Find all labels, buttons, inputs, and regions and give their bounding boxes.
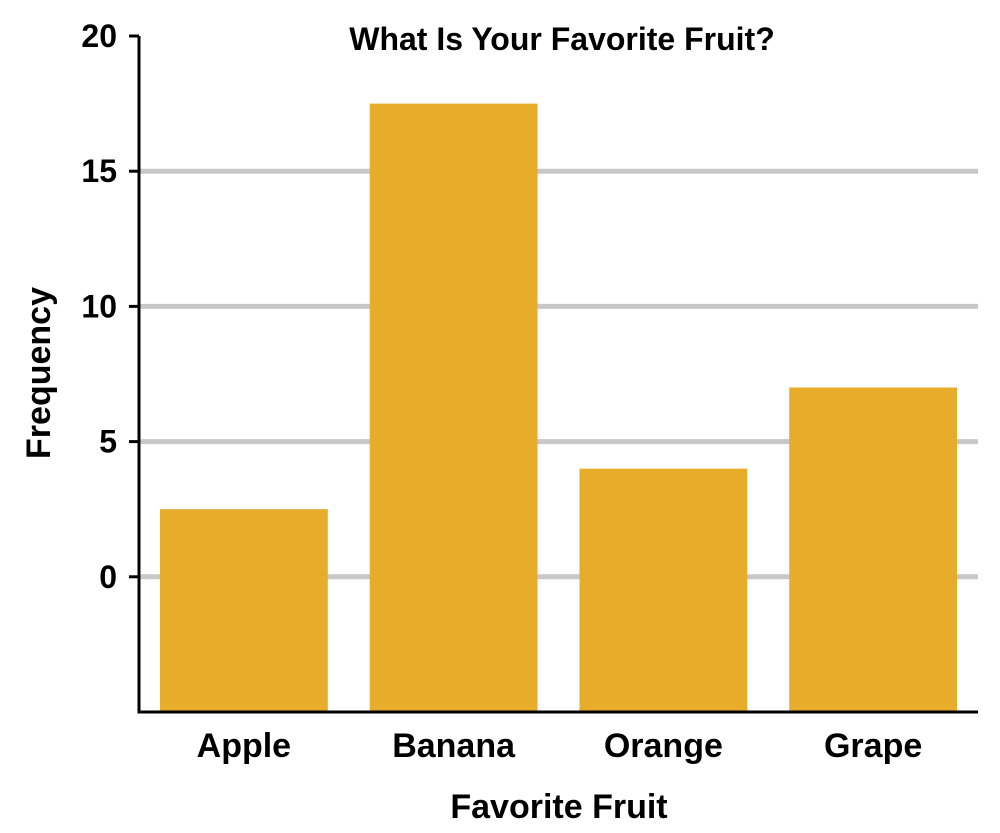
bars (159, 103, 958, 713)
x-axis-title: Favorite Fruit (450, 788, 667, 826)
x-category-label: Grape (824, 727, 922, 765)
bar-orange (579, 468, 748, 712)
y-tick-labels: 0 5 10 15 20 (81, 18, 139, 595)
x-category-label: Apple (197, 727, 291, 765)
y-tick-label: 0 (99, 559, 117, 595)
x-category-labels: Apple Banana Orange Grape (197, 727, 923, 765)
x-category-label: Orange (604, 727, 723, 765)
y-tick-label: 15 (81, 153, 117, 189)
y-tick-label: 10 (81, 288, 117, 324)
y-tick-label: 5 (99, 424, 117, 460)
axes (137, 36, 978, 714)
bar-grape (789, 387, 958, 712)
bar-banana (369, 103, 538, 713)
bar-apple (159, 509, 328, 712)
y-axis-title: Frequency (20, 287, 58, 459)
chart-title: What Is Your Favorite Fruit? (349, 21, 775, 57)
y-tick-label: 20 (81, 18, 117, 54)
x-category-label: Banana (392, 727, 516, 765)
